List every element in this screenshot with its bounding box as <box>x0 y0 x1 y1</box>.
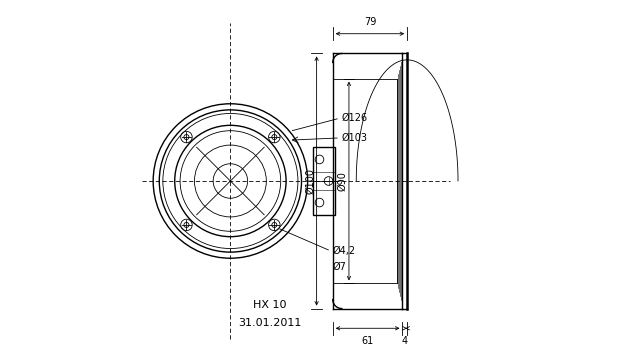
Bar <box>313 147 335 215</box>
Text: 79: 79 <box>364 17 376 27</box>
Text: Ø90: Ø90 <box>337 171 348 191</box>
Text: 61: 61 <box>361 336 374 346</box>
Text: Ø103: Ø103 <box>342 133 368 143</box>
Text: Ø126: Ø126 <box>342 113 368 123</box>
Text: 31.01.2011: 31.01.2011 <box>238 318 301 328</box>
Text: Ø4,2: Ø4,2 <box>333 246 356 256</box>
Text: 4: 4 <box>402 336 408 346</box>
Text: Ø100: Ø100 <box>305 168 315 194</box>
Text: HX 10: HX 10 <box>253 300 287 310</box>
Text: Ø7: Ø7 <box>333 262 346 272</box>
